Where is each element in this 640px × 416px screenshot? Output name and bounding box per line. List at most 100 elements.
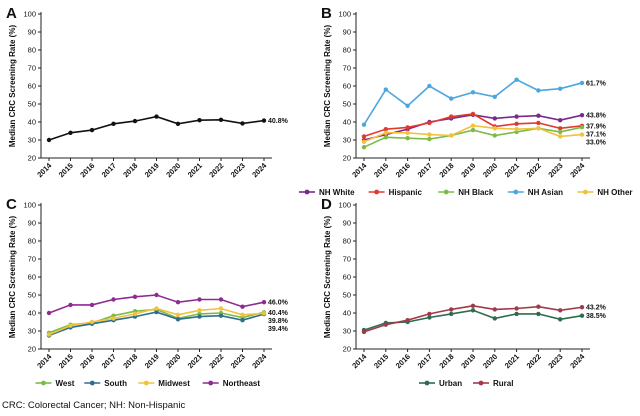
x-tick-label: 2021 <box>186 161 204 179</box>
x-tick-label: 2014 <box>35 160 54 179</box>
data-point <box>240 304 245 309</box>
x-tick-label: 2016 <box>394 161 412 179</box>
legend-label: NH Other <box>597 188 632 197</box>
data-point <box>579 305 585 310</box>
x-tick-label: 2018 <box>437 161 455 179</box>
y-tick-label: 40 <box>343 309 351 318</box>
legend-swatch-dot <box>143 380 149 386</box>
panel-label: A <box>6 5 17 22</box>
legend: West South Midwest Northeast <box>35 379 260 388</box>
data-point <box>536 113 541 118</box>
y-tick-label: 40 <box>28 118 36 127</box>
panel-d: D 20 30 40 50 60 70 80 90 100 Median CRC Screening… <box>321 196 607 388</box>
data-point <box>197 314 202 319</box>
legend-item: NH Other <box>577 188 633 197</box>
data-point <box>492 316 497 321</box>
y-tick-label: 40 <box>343 118 351 127</box>
panel-b: B 20 30 40 50 60 70 80 90 100 Median CRC Screening… <box>299 5 633 197</box>
end-value-label: 33.0% <box>586 139 607 146</box>
panel-label: D <box>321 196 332 213</box>
y-tick-label: 20 <box>28 154 36 163</box>
x-tick-label: 2019 <box>459 161 477 179</box>
data-point <box>536 120 541 126</box>
data-point <box>470 308 476 313</box>
y-tick-label: 90 <box>28 28 36 37</box>
y-tick-label: 100 <box>23 10 36 19</box>
data-point <box>579 80 585 86</box>
legend-label: West <box>56 379 75 388</box>
data-point <box>514 121 519 127</box>
end-value-label: 43.8% <box>586 113 607 120</box>
legend-item: Northeast <box>202 379 260 388</box>
legend-swatch-dot <box>208 380 214 386</box>
data-point <box>240 318 245 323</box>
x-tick-label: 2022 <box>207 161 225 179</box>
series-urban <box>361 308 585 333</box>
series-line <box>363 309 583 331</box>
y-tick-label: 70 <box>28 255 36 264</box>
data-point <box>449 133 454 138</box>
panel-label: C <box>6 196 17 213</box>
legend-item: NH White <box>299 188 355 197</box>
x-tick-label: 2023 <box>546 352 564 370</box>
x-tick-label: 2020 <box>164 352 182 370</box>
y-tick-label: 70 <box>343 64 351 73</box>
y-tick-label: 70 <box>343 255 351 264</box>
data-point <box>579 132 585 137</box>
end-value-label: 38.5% <box>586 313 607 320</box>
data-point <box>579 313 585 318</box>
y-axis-label: Median CRC Screening Rate (%) <box>8 216 17 339</box>
x-tick-label: 2023 <box>546 161 564 179</box>
data-point <box>175 312 181 317</box>
data-point <box>68 323 73 328</box>
data-point <box>492 307 497 312</box>
series-total <box>46 114 267 143</box>
data-point <box>361 139 367 144</box>
end-value-label: 46.0% <box>268 300 289 307</box>
data-point <box>449 311 454 317</box>
data-point <box>383 322 388 327</box>
legend-label: Rural <box>493 379 513 388</box>
data-point <box>558 118 563 123</box>
y-tick-label: 100 <box>338 201 351 210</box>
end-value-label: 40.4% <box>268 310 289 317</box>
x-tick-label: 2017 <box>100 161 118 179</box>
y-tick-label: 80 <box>343 237 351 246</box>
end-value-label: 39.4% <box>268 326 289 333</box>
data-point <box>361 145 367 150</box>
data-point <box>218 306 224 311</box>
legend-label: South <box>104 379 127 388</box>
data-point <box>470 111 476 117</box>
y-axis-label: Median CRC Screening Rate (%) <box>323 216 332 339</box>
series-northeast <box>46 292 267 316</box>
legend-item: South <box>84 379 127 388</box>
data-point <box>449 96 454 101</box>
legend-label: NH Asian <box>528 188 563 197</box>
x-tick-label: 2023 <box>229 352 247 370</box>
data-point <box>470 303 476 308</box>
legend-item: NH Asian <box>507 188 563 197</box>
data-point <box>175 300 181 305</box>
y-tick-label: 20 <box>343 154 351 163</box>
x-tick-label: 2022 <box>525 352 543 370</box>
data-point <box>427 83 432 89</box>
data-point <box>470 90 476 95</box>
series-nh-asian <box>361 77 585 127</box>
x-tick-label: 2019 <box>143 352 161 370</box>
data-point <box>261 300 267 305</box>
legend-swatch-dot <box>89 380 95 386</box>
data-point <box>361 134 367 139</box>
data-point <box>427 311 432 317</box>
data-point <box>492 133 497 138</box>
data-point <box>427 136 432 142</box>
legend-item: Midwest <box>138 379 190 388</box>
end-value-label: 40.8% <box>268 118 289 125</box>
data-point <box>514 77 519 82</box>
data-point <box>427 132 432 137</box>
data-point <box>536 126 541 131</box>
legend-swatch-dot <box>478 380 484 386</box>
x-tick-label: 2020 <box>481 161 499 179</box>
data-point <box>514 306 519 311</box>
data-point <box>579 112 585 118</box>
data-point <box>405 103 410 109</box>
